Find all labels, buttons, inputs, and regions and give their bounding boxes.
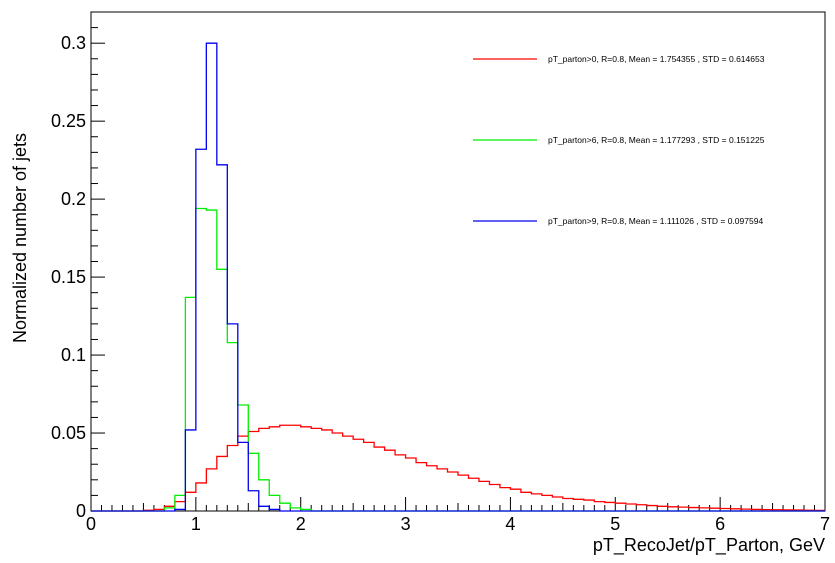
x-tick-label: 0 xyxy=(86,514,96,534)
plot-frame xyxy=(90,11,826,512)
x-tick-label: 7 xyxy=(820,514,830,534)
legend-label-3: pT_parton>9, R=0.8, Mean = 1.111026 , ST… xyxy=(548,216,763,226)
series-group xyxy=(91,42,826,512)
x-tick-label: 4 xyxy=(505,514,515,534)
major-ticks xyxy=(90,42,826,512)
legend-label-2: pT_parton>6, R=0.8, Mean = 1.177293 , ST… xyxy=(548,135,765,145)
x-tick-label: 1 xyxy=(191,514,201,534)
x-axis-title: pT_RecoJet/pT_Parton, GeV xyxy=(593,535,825,556)
x-tick-labels: 0 1 2 3 4 5 6 7 xyxy=(86,514,830,534)
y-tick-label: 0.25 xyxy=(51,111,86,131)
y-tick-label: 0.15 xyxy=(51,267,86,287)
y-tick-label: 0.1 xyxy=(61,345,86,365)
y-tick-label: 0 xyxy=(76,501,86,521)
x-tick-label: 2 xyxy=(296,514,306,534)
y-axis-title: Normalized number of jets xyxy=(10,133,30,343)
series-3-histogram xyxy=(91,42,825,512)
series-2-histogram xyxy=(91,207,825,512)
y-tick-label: 0.2 xyxy=(61,189,86,209)
y-tick-label: 0.3 xyxy=(61,33,86,53)
minor-ticks xyxy=(91,11,816,511)
legend: pT_parton>0, R=0.8, Mean = 1.754355 , ST… xyxy=(473,54,765,226)
x-tick-label: 5 xyxy=(610,514,620,534)
y-tick-labels: 0 0.05 0.1 0.15 0.2 0.25 0.3 xyxy=(51,33,86,521)
series-1-histogram xyxy=(91,424,826,512)
x-tick-label: 3 xyxy=(401,514,411,534)
y-tick-label: 0.05 xyxy=(51,423,86,443)
x-tick-label: 6 xyxy=(715,514,725,534)
legend-label-1: pT_parton>0, R=0.8, Mean = 1.754355 , ST… xyxy=(548,54,765,64)
